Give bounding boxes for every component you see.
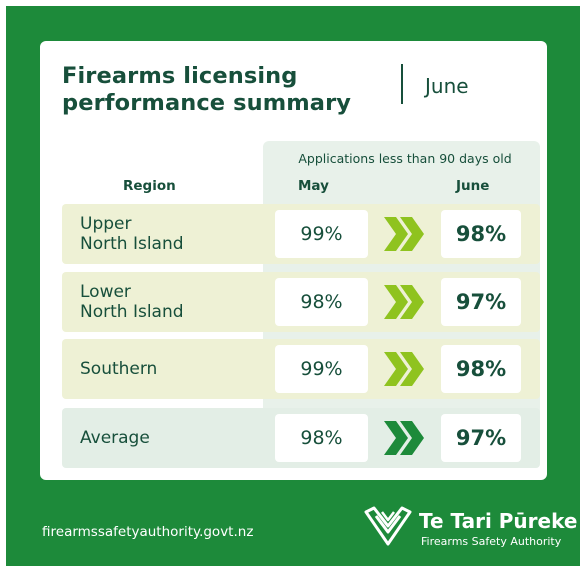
row-label: Lower North Island (80, 282, 184, 322)
row-label-line-1: Southern (80, 359, 158, 379)
june-value: 97% (441, 278, 521, 326)
title-line-2: performance summary (62, 90, 352, 116)
row-label: Southern (80, 359, 157, 379)
fsa-logo-icon (364, 506, 412, 546)
month-label: June (425, 74, 469, 98)
row-label-line-1: Upper (80, 214, 132, 234)
may-value: 99% (275, 210, 368, 258)
page-title: Firearms licensing performance summary (62, 63, 351, 117)
website-url: firearmssafetyauthority.govt.nz (42, 524, 254, 540)
double-chevron-right-icon (384, 352, 424, 386)
june-value: 97% (441, 414, 521, 462)
title-line-1: Firearms licensing (62, 63, 298, 89)
summary-card: Firearms licensing performance summary J… (40, 41, 547, 480)
row-label-line-2: North Island (80, 302, 184, 322)
column-header-may: May (298, 178, 329, 194)
row-label: Upper North Island (80, 214, 184, 254)
org-name: Te Tari Pūreke (419, 509, 578, 533)
double-chevron-right-icon (384, 285, 424, 319)
org-subtitle: Firearms Safety Authority (421, 535, 562, 548)
row-label-line-1: Average (80, 428, 150, 448)
page-background: Firearms licensing performance summary J… (6, 6, 580, 566)
row-label-line-1: Lower (80, 282, 131, 302)
june-value: 98% (441, 345, 521, 393)
title-divider (401, 64, 403, 104)
double-chevron-right-icon (384, 421, 424, 455)
applications-header: Applications less than 90 days old (298, 151, 512, 166)
row-label-line-2: North Island (80, 234, 184, 254)
column-header-june: June (456, 178, 490, 194)
row-label: Average (80, 428, 150, 448)
may-value: 98% (275, 278, 368, 326)
may-value: 99% (275, 345, 368, 393)
june-value: 98% (441, 210, 521, 258)
column-header-region: Region (123, 178, 176, 194)
may-value: 98% (275, 414, 368, 462)
double-chevron-right-icon (384, 217, 424, 251)
